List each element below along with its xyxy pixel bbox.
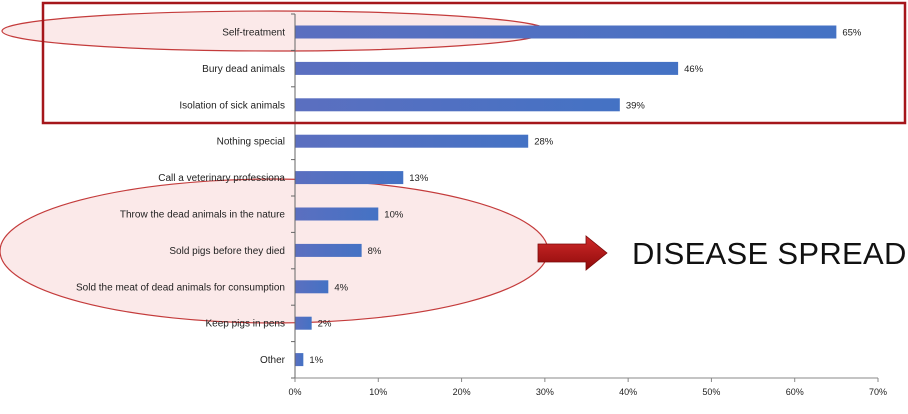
value-label: 28% <box>534 137 554 148</box>
bar <box>295 243 362 257</box>
bar <box>295 61 679 75</box>
value-label: 4% <box>334 282 348 293</box>
value-label: 46% <box>684 64 704 75</box>
axes-group: 0% 10% 20% 30% 40% 50% 60% 70% <box>288 13 887 397</box>
x-tick-label: 0% <box>288 387 301 397</box>
bar <box>295 316 312 330</box>
bar <box>295 25 837 39</box>
value-label: 8% <box>368 246 382 257</box>
bars-group <box>295 25 837 367</box>
value-label: 1% <box>309 355 323 366</box>
bar <box>295 353 304 367</box>
bar <box>295 207 379 221</box>
x-tick-label: 50% <box>702 387 720 397</box>
value-labels: 65% 46% 39% 28% 13% 10% 8% 4% 2% 1% <box>309 28 862 367</box>
value-label: 39% <box>626 100 646 111</box>
x-tick-label: 10% <box>369 387 387 397</box>
category-label: Keep pigs in pens <box>205 319 285 330</box>
x-tick-label: 20% <box>453 387 471 397</box>
category-label: Isolation of sick animals <box>179 100 285 111</box>
bar <box>295 98 620 112</box>
category-labels: Self-treatment Bury dead animals Isolation… <box>76 28 286 367</box>
value-label: 2% <box>318 319 332 330</box>
value-label: 13% <box>409 173 429 184</box>
category-label: Other <box>260 355 286 366</box>
value-label: 65% <box>842 28 862 39</box>
disease-spread-label: DISEASE SPREAD <box>632 236 907 271</box>
arrow-icon <box>537 235 608 271</box>
highlight-rectangle <box>41 1 907 125</box>
x-tick-label: 30% <box>536 387 554 397</box>
category-label: Self-treatment <box>222 28 285 39</box>
category-label: Throw the dead animals in the nature <box>120 210 286 221</box>
bar <box>295 134 529 148</box>
value-label: 10% <box>384 210 404 221</box>
category-label: Bury dead animals <box>202 64 285 75</box>
bar <box>295 280 329 294</box>
category-label: Sold pigs before they died <box>169 246 285 257</box>
category-label: Call a veterinary professiona <box>158 173 285 184</box>
category-label: Sold the meat of dead animals for consum… <box>76 282 285 293</box>
category-label: Nothing special <box>217 137 285 148</box>
bar <box>295 171 404 185</box>
x-tick-label: 60% <box>786 387 804 397</box>
x-tick-label: 40% <box>619 387 637 397</box>
x-tick-label: 70% <box>869 387 887 397</box>
